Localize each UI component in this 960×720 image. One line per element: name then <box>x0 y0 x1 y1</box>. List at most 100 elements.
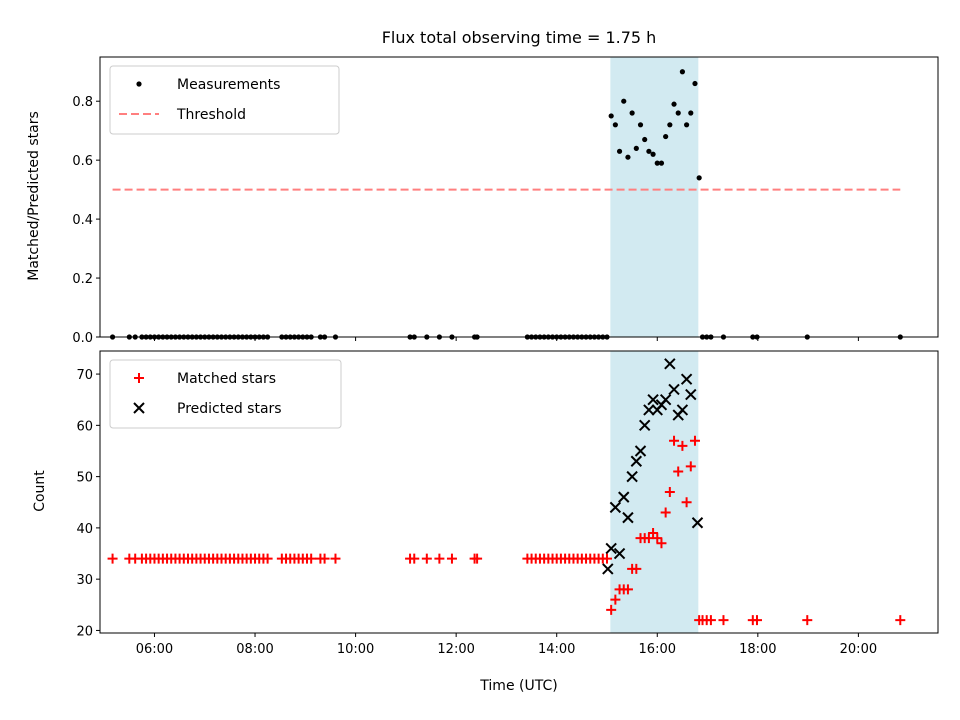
measurement-point <box>621 98 627 104</box>
predicted-stars-point <box>676 404 689 416</box>
measurement-point <box>696 175 702 181</box>
predicted-stars-point <box>643 404 655 416</box>
matched-stars-point <box>648 528 659 539</box>
matched-stars-point <box>660 507 671 518</box>
matched-stars-point <box>681 497 692 508</box>
legend-matched-swatch <box>134 373 144 383</box>
bottom-legend-label: Predicted stars <box>177 401 282 417</box>
matched-stars-point <box>601 553 612 564</box>
top-shaded-span <box>610 57 699 337</box>
x-tick-label: 20:00 <box>840 642 877 657</box>
bottom-legend <box>109 359 342 429</box>
matched-stars-point <box>673 466 684 477</box>
measurement-point <box>616 148 623 154</box>
matched-stars-point <box>718 615 729 626</box>
matched-stars-point <box>677 440 688 451</box>
bottom-y-tick-label: 60 <box>76 419 93 434</box>
measurement-point <box>625 154 631 160</box>
measurement-point <box>658 160 665 166</box>
predicted-stars-point <box>602 563 614 575</box>
predicted-stars-point <box>685 388 697 401</box>
measurement-point <box>646 148 652 154</box>
predicted-stars-point <box>668 383 680 396</box>
matched-stars-point <box>685 461 696 472</box>
measurement-point <box>684 122 690 128</box>
bottom-y-axis-label: Count <box>32 470 48 512</box>
top-y-tick-label: 0.2 <box>72 272 93 287</box>
predicted-stars-point <box>647 394 659 406</box>
predicted-stars-point <box>634 445 647 457</box>
matched-stars-point <box>472 553 483 564</box>
legend-predicted-swatch <box>133 402 145 414</box>
bottom-y-tick-label: 70 <box>76 368 93 383</box>
matched-stars-point <box>446 553 457 564</box>
matched-stars-point <box>434 553 445 564</box>
x-tick-label: 14:00 <box>538 642 575 657</box>
legend-measurement-swatch <box>136 81 142 87</box>
measurement-point <box>654 160 660 166</box>
matched-stars-point <box>705 615 716 626</box>
measurement-point <box>675 110 681 116</box>
top-y-tick-label: 0.4 <box>72 213 93 228</box>
x-tick-label: 06:00 <box>136 642 173 657</box>
predicted-stars-point <box>609 501 622 514</box>
matched-stars-point <box>421 553 432 564</box>
matched-stars-point <box>652 533 663 544</box>
bottom-y-tick-label: 50 <box>76 471 93 486</box>
top-y-tick-label: 0.6 <box>72 154 93 169</box>
bottom-y-tick-label: 30 <box>76 573 93 588</box>
predicted-stars-point <box>664 358 676 370</box>
matched-stars-point <box>622 584 633 595</box>
predicted-stars-point <box>605 542 617 555</box>
measurement-point <box>608 113 614 119</box>
measurement-point <box>679 69 686 75</box>
matched-stars-point <box>330 553 341 564</box>
top-y-tick-label: 0.0 <box>72 331 93 346</box>
x-tick-label: 12:00 <box>437 642 474 657</box>
matched-stars-point <box>409 553 420 564</box>
matched-stars-point <box>631 563 642 574</box>
matched-stars-point <box>643 533 654 544</box>
predicted-stars-point <box>613 547 626 560</box>
bottom-y-tick-label: 20 <box>76 624 93 639</box>
measurement-point <box>667 122 673 128</box>
matched-stars-point <box>656 538 667 549</box>
measurement-point <box>629 110 635 116</box>
bottom-y-tick-label: 40 <box>76 522 93 537</box>
matched-stars-point <box>606 604 617 615</box>
x-tick-label: 10:00 <box>337 642 374 657</box>
matched-stars-point <box>107 553 118 564</box>
top-legend <box>109 65 340 135</box>
bottom-legend-label: Matched stars <box>177 371 276 387</box>
predicted-stars-point <box>691 517 704 529</box>
predicted-stars-point <box>622 511 634 524</box>
matched-stars-point <box>895 615 906 626</box>
measurement-point <box>671 101 677 107</box>
x-tick-label: 18:00 <box>739 642 776 657</box>
predicted-stars-point <box>630 455 643 467</box>
predicted-stars-point <box>626 470 638 483</box>
top-legend-label: Threshold <box>176 107 246 123</box>
measurement-point <box>633 145 639 151</box>
measurement-point <box>642 136 648 143</box>
measurement-point <box>612 122 618 128</box>
matched-stars-point <box>306 553 317 564</box>
top-axes-frame <box>99 56 939 338</box>
matched-stars-point <box>319 553 330 564</box>
top-legend-label: Measurements <box>177 77 280 93</box>
x-tick-label: 16:00 <box>639 642 676 657</box>
bottom-panel: 06:00 08:00 10:00 12:00 14:00 16:00 18:00 20:00… <box>76 350 939 657</box>
measurement-point <box>637 122 644 128</box>
measurement-point <box>650 151 656 157</box>
matched-stars-point <box>689 435 700 446</box>
predicted-stars-point <box>638 419 651 432</box>
matched-stars-point <box>610 594 621 605</box>
matched-stars-point <box>751 615 762 626</box>
matched-stars-point <box>262 553 273 564</box>
x-axis-label: Time (UTC) <box>479 678 557 694</box>
chart-title: Flux total observing time = 1.75 h <box>382 28 657 47</box>
matched-stars-point <box>669 435 680 446</box>
measurement-point <box>692 80 698 87</box>
matched-stars-point <box>664 487 675 497</box>
